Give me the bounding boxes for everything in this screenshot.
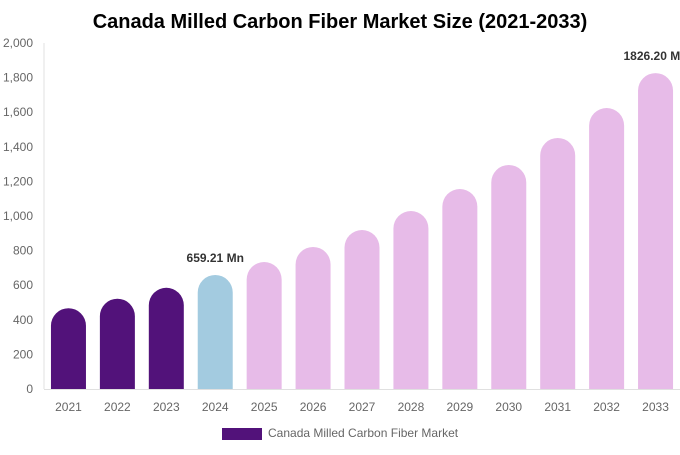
y-tick-label: 800	[13, 244, 33, 258]
x-tick-label: 2024	[202, 400, 229, 414]
bar-2022	[99, 298, 135, 389]
x-tick-label: 2033	[642, 400, 669, 414]
y-tick-label: 1,200	[3, 174, 33, 188]
data-label-2033: 1826.20 Mn	[624, 49, 680, 63]
x-tick-label: 2022	[104, 400, 131, 414]
x-tick-label: 2023	[153, 400, 180, 414]
y-tick-label: 600	[13, 278, 33, 292]
bar-2028	[393, 210, 429, 389]
bar-2025	[246, 262, 282, 389]
bar-2033	[638, 73, 674, 390]
x-tick-label: 2032	[593, 400, 620, 414]
bar-2031	[540, 137, 576, 389]
x-tick-label: 2028	[398, 400, 425, 414]
bar-2026	[295, 246, 331, 389]
x-tick-label: 2031	[544, 400, 571, 414]
chart-title: Canada Milled Carbon Fiber Market Size (…	[93, 11, 588, 33]
y-tick-label: 1,000	[3, 209, 33, 223]
bar-2032	[589, 108, 625, 389]
y-tick-label: 400	[13, 313, 33, 327]
y-tick-label: 1,800	[3, 71, 33, 85]
bar-2030	[491, 164, 527, 389]
y-tick-label: 1,600	[3, 105, 33, 119]
bar-2023	[148, 287, 184, 389]
data-label-2024: 659.21 Mn	[187, 251, 244, 265]
legend-swatch	[222, 428, 262, 440]
y-tick-label: 200	[13, 347, 33, 361]
y-tick-label: 1,400	[3, 140, 33, 154]
x-tick-label: 2025	[251, 400, 278, 414]
bar-2027	[344, 230, 380, 389]
x-tick-label: 2027	[349, 400, 376, 414]
x-tick-label: 2021	[55, 400, 82, 414]
y-tick-label: 0	[26, 382, 33, 396]
x-tick-label: 2029	[446, 400, 473, 414]
bar-2029	[442, 189, 478, 389]
y-tick-label: 2,000	[3, 36, 33, 50]
bar-2024	[197, 274, 233, 389]
legend-label: Canada Milled Carbon Fiber Market	[268, 426, 459, 440]
x-tick-label: 2026	[300, 400, 327, 414]
x-tick-label: 2030	[495, 400, 522, 414]
bar-2021	[50, 308, 86, 389]
